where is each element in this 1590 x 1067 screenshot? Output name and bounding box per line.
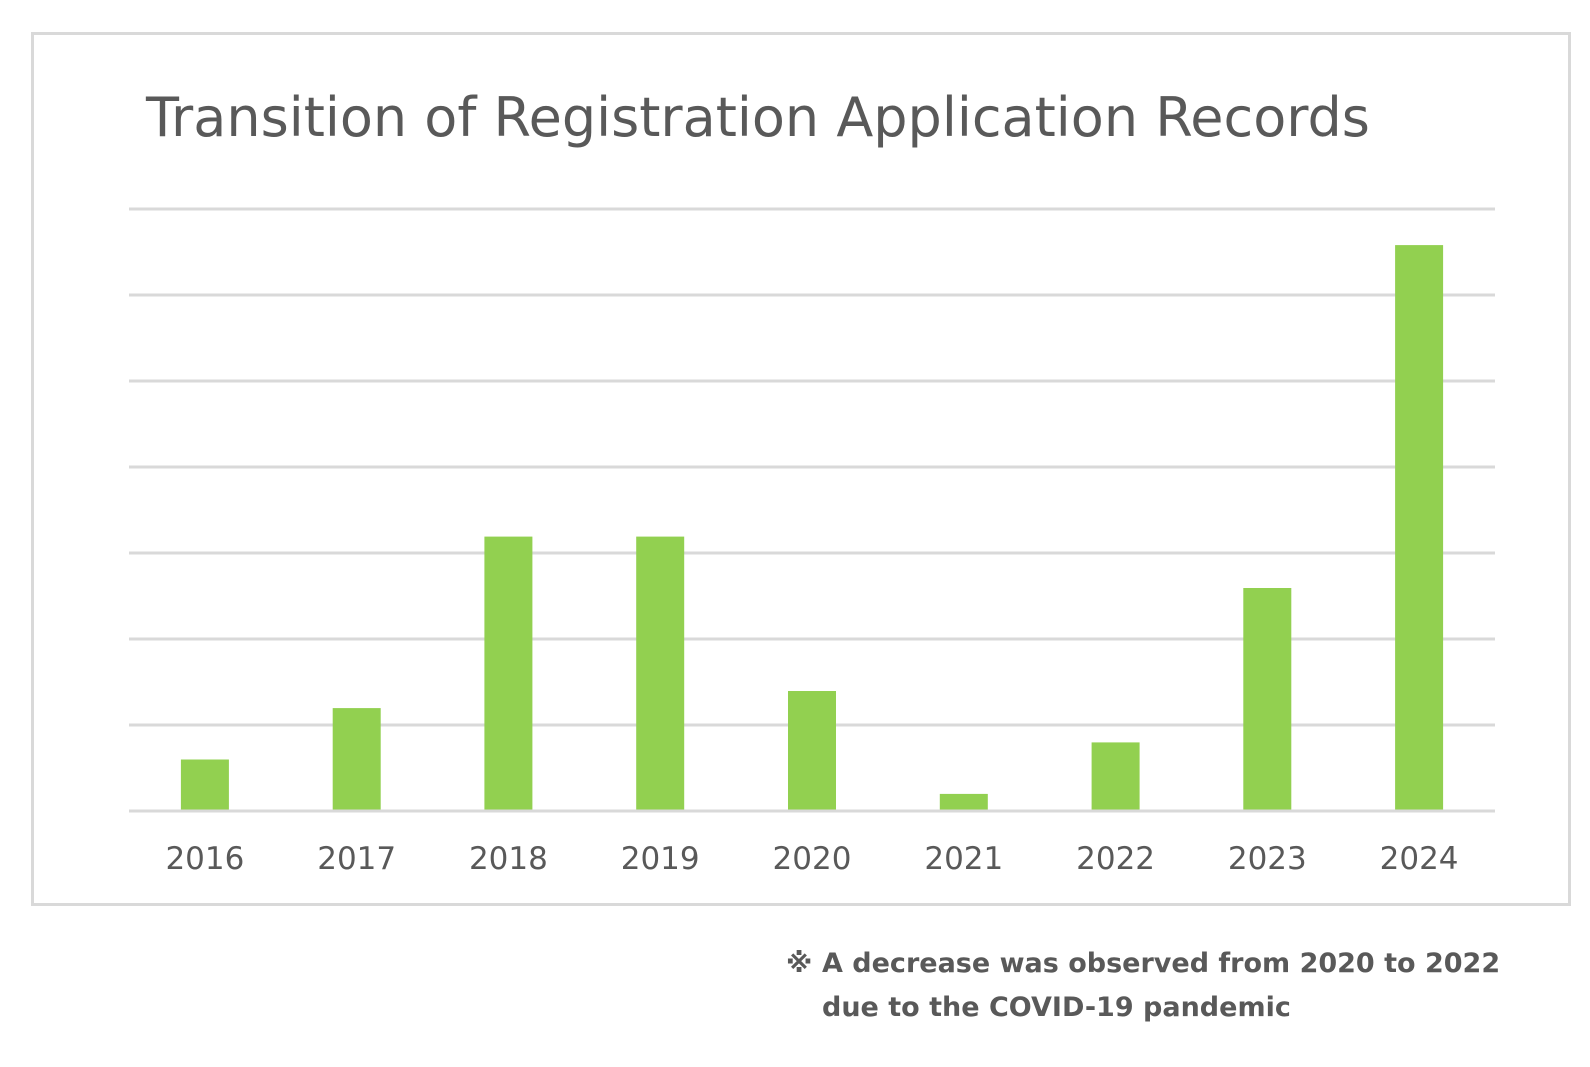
bar-2023 — [1243, 588, 1292, 811]
bar-2022 — [1091, 742, 1140, 811]
x-tick-label-2016: 2016 — [165, 841, 244, 877]
bar-2017 — [332, 708, 381, 811]
gridlines — [129, 207, 1495, 727]
bars — [180, 245, 1444, 812]
x-tick-labels: 2016 2017 2018 2019 2020 2021 2022 2023 2024 — [165, 841, 1458, 877]
x-tick-label-2024: 2024 — [1380, 841, 1459, 877]
chart-title: Transition of Registration Application R… — [146, 86, 1370, 149]
footnote: ※ A decrease was observed from 2020 to 20… — [786, 942, 1566, 1030]
footnote-text-2: due to the COVID-19 pandemic — [822, 992, 1291, 1023]
x-tick-label-2019: 2019 — [621, 841, 700, 877]
x-tick-label-2022: 2022 — [1076, 841, 1155, 877]
bar-2020 — [788, 691, 836, 811]
x-tick-label-2020: 2020 — [773, 841, 852, 877]
bar-2024 — [1395, 245, 1444, 812]
x-tick-label-2021: 2021 — [924, 841, 1003, 877]
bar-2018 — [484, 536, 533, 811]
footnote-text-1: A decrease was observed from 2020 to 202… — [822, 948, 1501, 979]
x-tick-label-2018: 2018 — [469, 841, 548, 877]
bar-2016 — [180, 759, 229, 811]
x-tick-label-2017: 2017 — [317, 841, 396, 877]
bar-2019 — [636, 536, 685, 811]
reference-mark-icon: ※ — [786, 948, 813, 979]
footnote-line-1: ※ A decrease was observed from 2020 to 20… — [786, 942, 1566, 986]
bar-2021 — [939, 793, 988, 811]
x-tick-label-2023: 2023 — [1228, 841, 1307, 877]
